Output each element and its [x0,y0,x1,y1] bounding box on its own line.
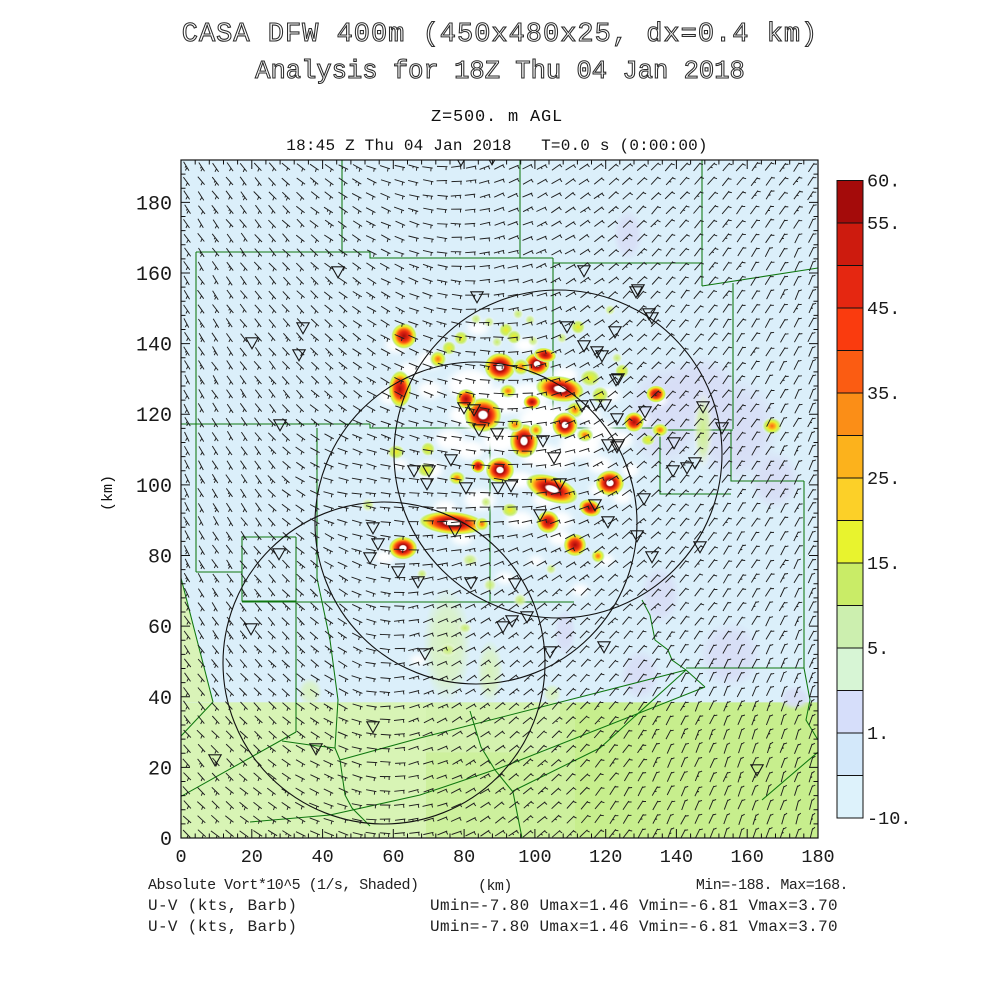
svg-text:25.: 25. [867,469,900,490]
svg-text:120: 120 [136,405,172,428]
svg-text:140: 140 [136,335,172,358]
svg-text:U-V (kts, Barb): U-V (kts, Barb) [148,897,297,915]
svg-text:Absolute Vort*10^5 (1/s, Shade: Absolute Vort*10^5 (1/s, Shaded) [148,877,418,894]
svg-text:Umin=-7.80 Umax=1.46 Vmin=-6.8: Umin=-7.80 Umax=1.46 Vmin=-6.81 Vmax=3.7… [430,918,838,936]
svg-text:180: 180 [136,193,172,216]
svg-text:160: 160 [731,847,764,868]
svg-text:Min=-188. Max=168.: Min=-188. Max=168. [696,877,848,894]
svg-text:0: 0 [175,847,186,868]
svg-text:140: 140 [660,847,693,868]
svg-text:80: 80 [148,547,172,570]
svg-text:0: 0 [160,829,172,852]
svg-text:35.: 35. [867,384,900,405]
svg-text:20: 20 [148,758,172,781]
svg-text:U-V (kts, Barb): U-V (kts, Barb) [148,918,297,936]
svg-text:120: 120 [589,847,622,868]
svg-text:100: 100 [136,476,172,499]
svg-text:160: 160 [136,264,172,287]
svg-text:55.: 55. [867,214,900,235]
svg-text:15.: 15. [867,554,900,575]
svg-text:(km): (km) [478,878,512,895]
svg-text:5.: 5. [867,639,889,660]
svg-text:40: 40 [311,847,333,868]
svg-text:60: 60 [148,617,172,640]
svg-text:80: 80 [453,847,475,868]
svg-text:45.: 45. [867,299,900,320]
svg-text:CASA DFW 400m (450x480x25, dx=: CASA DFW 400m (450x480x25, dx=0.4 km) [182,20,819,50]
svg-text:Analysis for 18Z Thu 04 Jan 20: Analysis for 18Z Thu 04 Jan 2018 [255,57,745,86]
svg-text:(km): (km) [100,475,117,511]
svg-text:40: 40 [148,688,172,711]
svg-text:18:45 Z Thu 04 Jan 2018 T=0.: 18:45 Z Thu 04 Jan 2018 T=0.0 s (0:00:00… [286,137,707,155]
svg-text:180: 180 [801,847,834,868]
svg-text:Z=500. m AGL: Z=500. m AGL [431,108,563,127]
svg-text:-10.: -10. [867,809,911,830]
svg-text:Umin=-7.80 Umax=1.46 Vmin=-6.8: Umin=-7.80 Umax=1.46 Vmin=-6.81 Vmax=3.7… [430,897,838,915]
svg-text:1.: 1. [867,724,889,745]
svg-text:60.: 60. [867,172,900,193]
svg-text:100: 100 [518,847,551,868]
svg-text:60: 60 [382,847,404,868]
svg-text:20: 20 [241,847,263,868]
